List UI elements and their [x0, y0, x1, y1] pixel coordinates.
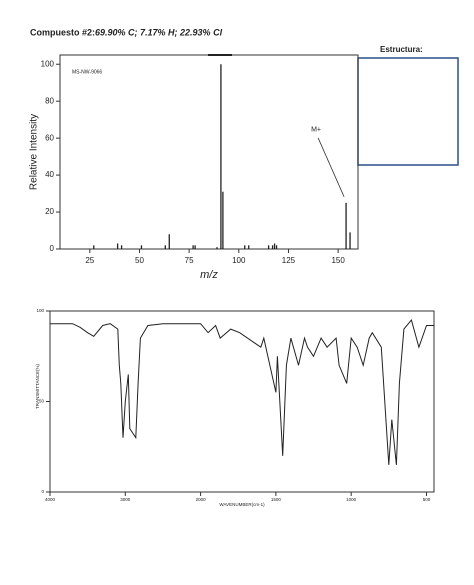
- y-tick-label: 40: [45, 170, 54, 179]
- plot-frame: [49, 310, 435, 493]
- y-tick-label: 60: [45, 133, 54, 142]
- x-tick-label: 150: [331, 256, 345, 265]
- y-axis-label: TRANSMITTANCE(%): [35, 364, 40, 409]
- plot-frame: [59, 54, 359, 250]
- x-tick-label: 2000: [196, 497, 207, 502]
- x-tick-label: 500: [423, 497, 431, 502]
- marker-label: M+: [311, 127, 321, 134]
- x-tick-label: 75: [185, 256, 194, 265]
- x-tick-label: 50: [135, 256, 144, 265]
- y-tick-label: 50: [39, 399, 45, 404]
- structure-label: Estructura:: [380, 45, 423, 54]
- y-tick-label: 80: [45, 96, 54, 105]
- spectrum-line: [50, 319, 434, 465]
- annotation: MS-NW-9066: [72, 69, 102, 75]
- y-tick-label: 20: [45, 207, 54, 216]
- x-tick-label: 1000: [346, 497, 357, 502]
- compound-label: Compuesto #2:: [30, 27, 95, 37]
- y-tick-label: 0: [50, 244, 55, 253]
- x-tick-label: 25: [85, 256, 94, 265]
- x-axis-label: m/z: [200, 269, 218, 281]
- x-tick-label: 100: [232, 256, 246, 265]
- y-tick-label: 100: [36, 308, 44, 313]
- y-axis-label: Relative Intensity: [29, 114, 40, 190]
- composition: 69.90% C; 7.17% H; 22.93% Cl: [95, 27, 223, 37]
- y-tick-label: 100: [41, 59, 55, 68]
- x-tick-label: 4000: [45, 497, 56, 502]
- x-axis-label: WAVENUMBER(cm-1): [219, 502, 265, 507]
- x-tick-label: 3000: [120, 497, 131, 502]
- x-tick-label: 1500: [271, 497, 282, 502]
- marker-arrow: [317, 137, 345, 197]
- y-tick-label: 0: [41, 489, 44, 494]
- structure-box: [357, 57, 459, 166]
- x-tick-label: 125: [282, 256, 296, 265]
